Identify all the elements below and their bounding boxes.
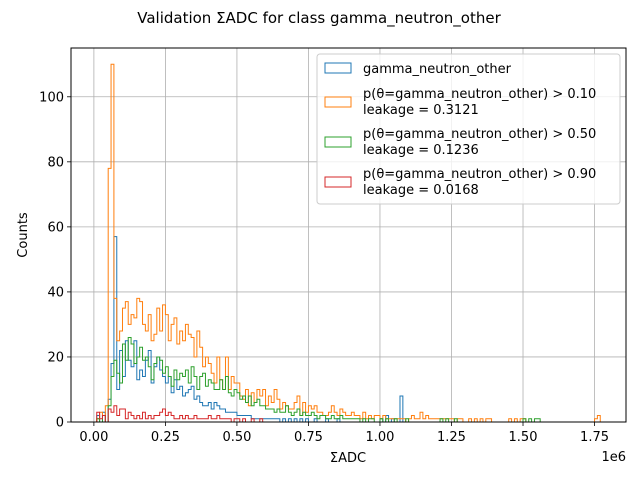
x-tick-label-3: 0.75 (294, 430, 323, 445)
legend-swatch-0 (324, 62, 352, 74)
legend-leakage-1: leakage = 0.3121 (363, 103, 479, 118)
legend: gamma_neutron_other p(θ=gamma_neutron_oth… (316, 53, 621, 205)
y-tick-label-0: 0 (56, 416, 64, 431)
y-axis-ticks: 0 20 40 60 80 100 (39, 90, 71, 431)
x-tick-label-5: 1.25 (437, 430, 466, 445)
x-tick-label-0: 0.00 (79, 430, 108, 445)
x-tick-label-7: 1.75 (580, 430, 609, 445)
legend-label-3: p(θ=gamma_neutron_other) > 0.90 (363, 167, 596, 182)
y-axis-label: Counts (16, 212, 31, 258)
legend-frame (316, 53, 621, 205)
x-tick-label-4: 1.00 (365, 430, 394, 445)
legend-leakage-3: leakage = 0.0168 (363, 183, 479, 198)
legend-label-1: p(θ=gamma_neutron_other) > 0.10 (363, 87, 596, 102)
x-tick-label-1: 0.25 (151, 430, 180, 445)
plot-frame (70, 47, 627, 423)
legend-label-0: gamma_neutron_other (363, 62, 512, 77)
legend-swatch-3 (324, 176, 352, 188)
x-tick-label-2: 0.50 (222, 430, 251, 445)
x-axis-label: ΣADC (330, 451, 366, 466)
y-tick-label-2: 40 (47, 285, 64, 300)
legend-swatch-1 (324, 96, 352, 108)
legend-swatch-2 (324, 136, 352, 148)
chart-title: Validation ΣADC for class gamma_neutron_… (137, 9, 501, 28)
y-tick-label-4: 80 (47, 155, 64, 170)
legend-leakage-2: leakage = 0.1236 (363, 143, 479, 158)
y-tick-label-3: 60 (47, 220, 64, 235)
x-tick-label-6: 1.50 (509, 430, 538, 445)
y-tick-label-5: 100 (39, 90, 64, 105)
y-tick-label-1: 20 (47, 350, 64, 365)
x-axis-ticks: 0.00 0.25 0.50 0.75 1.00 1.25 1.50 1.75 (79, 422, 609, 445)
legend-label-2: p(θ=gamma_neutron_other) > 0.50 (363, 127, 596, 142)
x-axis-offset-label: 1e6 (601, 450, 626, 465)
